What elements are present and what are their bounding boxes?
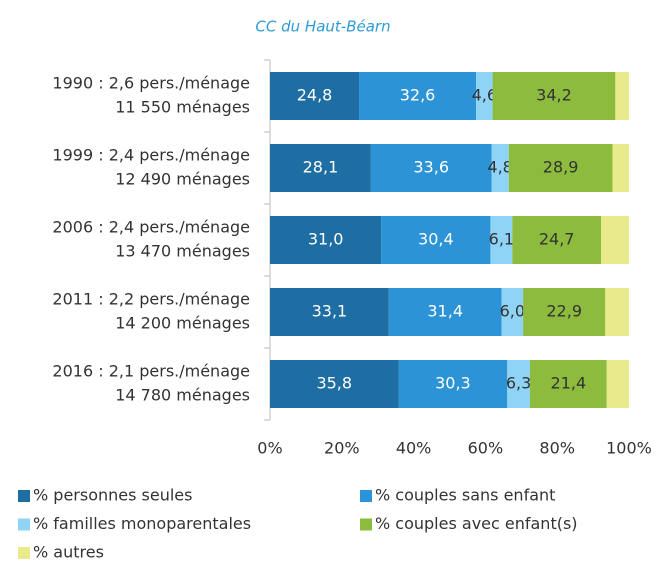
data-label: 4,6	[472, 86, 497, 105]
data-label: 24,7	[539, 230, 575, 249]
data-label: 28,9	[543, 158, 579, 177]
bar-segment	[512, 216, 601, 264]
bar-segment	[490, 216, 513, 264]
bar-segment	[491, 144, 509, 192]
data-label: 30,4	[418, 230, 454, 249]
x-tick-label: 20%	[324, 439, 360, 458]
legend-swatch	[18, 518, 30, 531]
bar-segment	[270, 72, 360, 120]
legend-label: % personnes seules	[33, 486, 192, 505]
bar-segment	[508, 144, 613, 192]
data-label: 22,9	[546, 302, 582, 321]
data-label: 35,8	[316, 374, 352, 393]
bar-segment	[523, 288, 606, 336]
bar-segment	[476, 72, 493, 120]
y-tick-label: 11 550 ménages	[115, 98, 250, 117]
x-tick-label: 60%	[468, 439, 504, 458]
y-tick-label: 12 490 ménages	[115, 170, 250, 189]
y-tick-label: 2011 : 2,2 pers./ménage	[52, 290, 250, 309]
bar-segment	[615, 72, 629, 120]
x-tick-label: 0%	[257, 439, 282, 458]
data-label: 6,1	[489, 230, 514, 249]
data-label: 6,3	[506, 374, 531, 393]
legend-label: % familles monoparentales	[33, 514, 251, 533]
x-tick-label: 40%	[396, 439, 432, 458]
legend-label: % autres	[33, 543, 104, 562]
bar-segment	[270, 216, 382, 264]
bar-segment	[501, 288, 524, 336]
bar-segment	[605, 288, 629, 336]
data-label: 33,1	[312, 302, 348, 321]
y-tick-label: 14 200 ménages	[115, 314, 250, 333]
data-label: 30,3	[435, 374, 471, 393]
data-label: 6,0	[500, 302, 525, 321]
x-tick-label: 100%	[606, 439, 652, 458]
legend-swatch	[360, 518, 372, 531]
bar-segment	[492, 72, 616, 120]
data-label: 31,4	[427, 302, 463, 321]
bar-segment	[388, 288, 502, 336]
data-label: 21,4	[551, 374, 587, 393]
bar-segment	[600, 216, 629, 264]
bar-segment	[270, 288, 389, 336]
bar-segment	[612, 144, 629, 192]
data-label: 34,2	[536, 86, 572, 105]
y-tick-label: 1990 : 2,6 pers./ménage	[52, 74, 250, 93]
legend-label: % couples sans enfant	[375, 486, 555, 505]
bar-segment	[606, 360, 629, 408]
data-label: 31,0	[308, 230, 344, 249]
data-label: 32,6	[400, 86, 436, 105]
bar-segment	[398, 360, 508, 408]
y-tick-label: 1999 : 2,4 pers./ménage	[52, 146, 250, 165]
legend-swatch	[18, 547, 30, 559]
data-label: 4,8	[487, 158, 512, 177]
bar-segment	[507, 360, 530, 408]
y-tick-label: 2006 : 2,4 pers./ménage	[52, 218, 250, 237]
bar-segment	[370, 144, 492, 192]
bar-segment	[270, 144, 371, 192]
y-tick-label: 13 470 ménages	[115, 242, 250, 261]
bar-segment	[529, 360, 607, 408]
x-tick-label: 80%	[539, 439, 575, 458]
bar-segment	[381, 216, 491, 264]
legend-swatch	[360, 490, 372, 502]
legend-swatch	[18, 490, 30, 502]
legend-label: % couples avec enfant(s)	[375, 514, 578, 533]
chart-title: CC du Haut-Béarn	[255, 18, 390, 36]
y-tick-label: 14 780 ménages	[115, 386, 250, 405]
data-label: 28,1	[303, 158, 339, 177]
bar-segment	[270, 360, 399, 408]
bar-segment	[359, 72, 477, 120]
data-label: 33,6	[413, 158, 449, 177]
data-label: 24,8	[297, 86, 333, 105]
y-tick-label: 2016 : 2,1 pers./ménage	[52, 362, 250, 381]
